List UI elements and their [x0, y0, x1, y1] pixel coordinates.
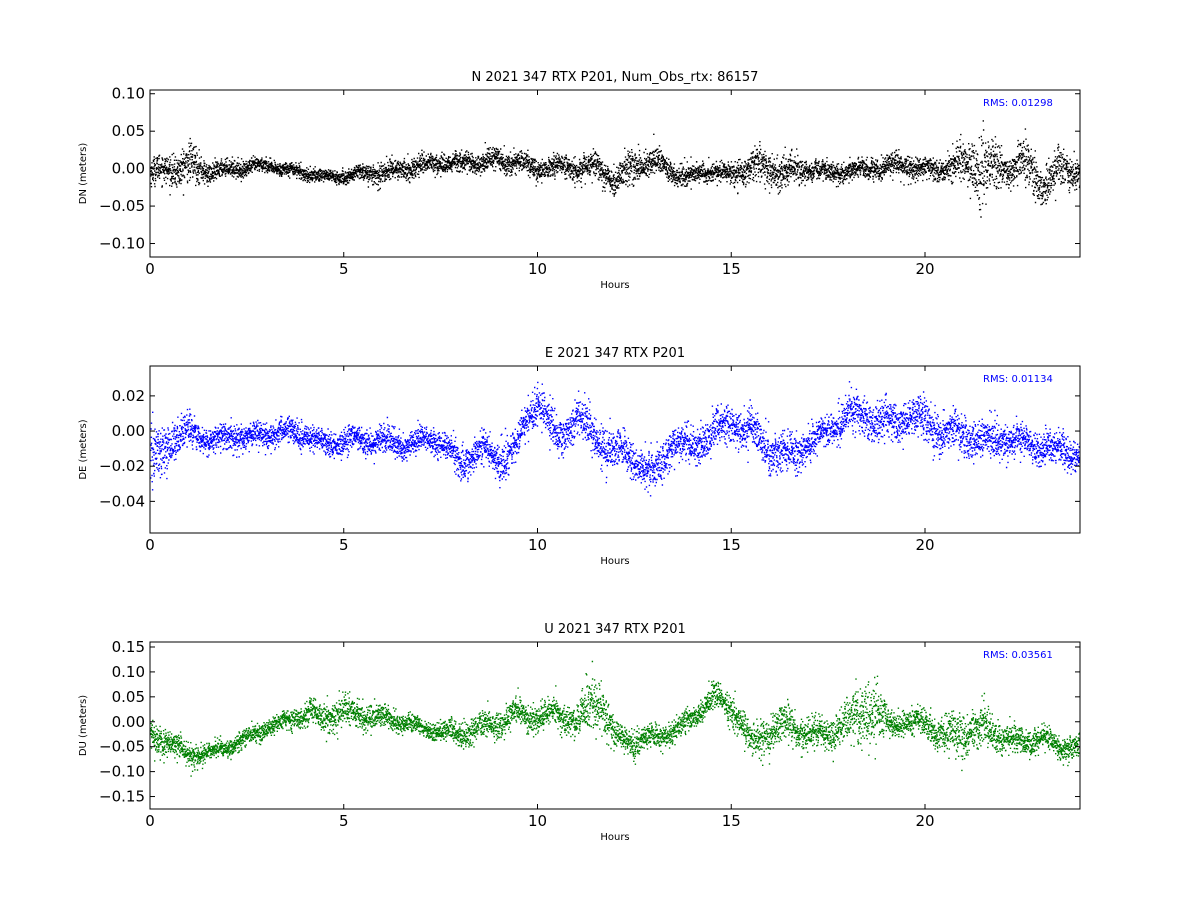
y-tick-label: 0.00 — [112, 713, 145, 731]
panel-title: U 2021 347 RTX P201 — [544, 622, 686, 637]
axes-frame — [149, 641, 1081, 810]
data-points — [150, 660, 1080, 777]
y-axis-label: DE (meters) — [78, 419, 89, 479]
rms-annotation: RMS: 0.03561 — [983, 650, 1053, 661]
panel-east: 0 5 10 15 20 −0.04 −0.02 0.00 0.02 E 2021 347 RT… — [78, 346, 1081, 567]
y-tick-label: 0.15 — [112, 638, 145, 656]
x-tick-label: 0 — [145, 536, 155, 554]
x-tick-label: 0 — [145, 812, 155, 830]
x-tick-label: 20 — [915, 260, 934, 278]
y-tick-label: 0.10 — [112, 663, 145, 681]
y-tick-label: −0.10 — [99, 763, 145, 781]
data-points — [150, 381, 1080, 497]
y-tick-label: 0.00 — [112, 160, 145, 178]
panel-up: 0 5 10 15 20−0.15−0.10−0.050.000.050.100.15 … — [78, 622, 1081, 843]
y-tick-label: 0.10 — [112, 85, 145, 103]
panel-title: E 2021 347 RTX P201 — [545, 346, 685, 361]
y-tick-label: 0.05 — [112, 688, 145, 706]
y-tick-label: −0.05 — [99, 738, 145, 756]
x-tick-label: 10 — [528, 812, 547, 830]
x-tick-label: 15 — [722, 536, 741, 554]
rms-annotation: RMS: 0.01134 — [983, 374, 1053, 385]
y-axis-label: DN (meters) — [78, 143, 89, 205]
axis-ticks: 0 5 10 15 20 −0.15 −0.10 −0.05 0.00 0.05 0.10 0.15 — [99, 638, 1080, 830]
x-tick-label: 15 — [722, 812, 741, 830]
point-cloud — [150, 381, 1080, 497]
y-tick-label: 0.05 — [112, 122, 145, 140]
x-axis-label: Hours — [600, 280, 629, 291]
rms-annotation: RMS: 0.01298 — [983, 98, 1053, 109]
y-tick-label: −0.02 — [99, 457, 145, 475]
y-tick-label: −0.05 — [99, 197, 145, 215]
x-tick-label: 20 — [915, 812, 934, 830]
panel-north: 0 5 10 15 20 −0.10 −0.05 0.00 0.05 0.10 N 2021 34… — [78, 70, 1081, 291]
axis-ticks: 0 5 10 15 20 −0.04 −0.02 0.00 0.02 — [99, 366, 1080, 554]
y-tick-label: 0.02 — [112, 387, 145, 405]
x-tick-label: 0 — [145, 260, 155, 278]
y-tick-label: −0.10 — [99, 235, 145, 253]
x-tick-label: 10 — [528, 536, 547, 554]
x-axis-label: Hours — [600, 832, 629, 843]
axis-ticks: 0 5 10 15 20 −0.10 −0.05 0.00 0.05 0.10 — [99, 85, 1080, 278]
point-cloud — [150, 660, 1080, 777]
panel-title: N 2021 347 RTX P201, Num_Obs_rtx: 86157 — [472, 70, 759, 85]
x-tick-label: 5 — [339, 260, 349, 278]
x-tick-label: 15 — [722, 260, 741, 278]
x-tick-label: 10 — [528, 260, 547, 278]
axes-frame — [149, 89, 1081, 258]
x-axis-label: Hours — [600, 556, 629, 567]
x-tick-label: 20 — [915, 536, 934, 554]
y-axis-label: DU (meters) — [78, 695, 89, 756]
y-tick-label: 0.00 — [112, 422, 145, 440]
x-tick-label: 5 — [339, 812, 349, 830]
y-tick-label: −0.04 — [99, 492, 145, 510]
x-tick-label: 5 — [339, 536, 349, 554]
y-tick-label: −0.15 — [99, 788, 145, 806]
axes-frame — [149, 365, 1081, 534]
